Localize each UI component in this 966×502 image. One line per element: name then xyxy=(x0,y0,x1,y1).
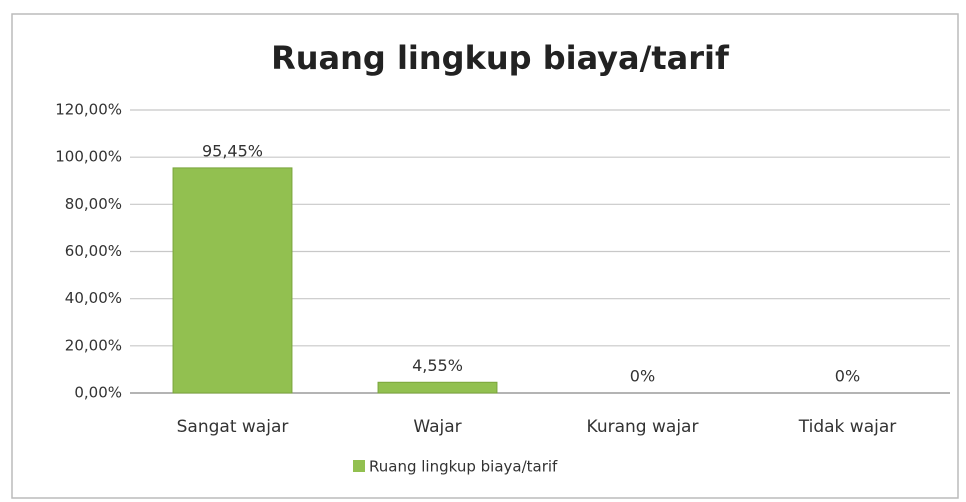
x-tick-label: Kurang wajar xyxy=(587,417,699,437)
x-tick-label: Wajar xyxy=(413,417,461,437)
value-label: 0% xyxy=(835,367,860,386)
value-label: 4,55% xyxy=(412,356,463,375)
legend-label: Ruang lingkup biaya/tarif xyxy=(369,458,558,476)
y-tick-label: 40,00% xyxy=(65,289,122,307)
value-label: 95,45% xyxy=(202,141,263,160)
y-tick-label: 0,00% xyxy=(74,384,122,402)
y-tick-label: 80,00% xyxy=(65,195,122,213)
x-tick-label: Tidak wajar xyxy=(798,417,897,437)
y-tick-label: 120,00% xyxy=(55,101,122,119)
chart-border xyxy=(11,13,959,499)
y-tick-label: 100,00% xyxy=(55,148,122,166)
bar xyxy=(377,381,498,394)
bar xyxy=(172,167,293,394)
y-tick-label: 20,00% xyxy=(65,336,122,354)
y-tick-label: 60,00% xyxy=(65,242,122,260)
value-label: 0% xyxy=(630,367,655,386)
legend-swatch xyxy=(353,460,365,472)
x-tick-label: Sangat wajar xyxy=(177,417,289,437)
chart-title: Ruang lingkup biaya/tarif xyxy=(271,39,730,77)
